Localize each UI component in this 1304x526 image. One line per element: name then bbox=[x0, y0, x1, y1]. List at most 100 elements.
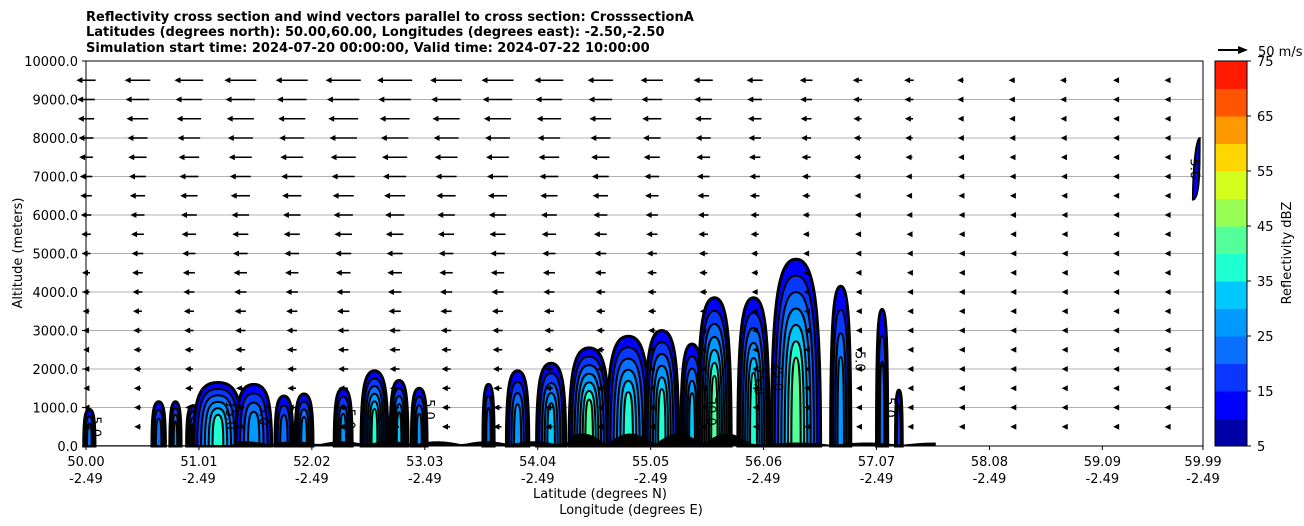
wind-vector-head bbox=[648, 366, 655, 372]
wind-vector bbox=[752, 385, 759, 392]
wind-vector bbox=[380, 135, 409, 141]
wind-vector-head bbox=[1061, 385, 1068, 392]
wind-vector bbox=[126, 115, 149, 122]
wind-vector-head bbox=[801, 173, 808, 180]
wind-vector bbox=[1010, 423, 1017, 430]
wind-vector bbox=[133, 327, 142, 334]
wind-vector-head bbox=[127, 135, 134, 141]
wind-vector-head bbox=[1061, 366, 1068, 372]
wind-vector-head bbox=[957, 96, 964, 103]
wind-vector-head bbox=[235, 346, 242, 353]
wind-vector-head bbox=[235, 327, 242, 334]
wind-vector bbox=[545, 404, 553, 411]
wind-vector-head bbox=[326, 96, 333, 103]
colorbar-band bbox=[1215, 116, 1247, 144]
wind-vector bbox=[332, 192, 354, 199]
wind-vector-head bbox=[183, 289, 190, 295]
x-tick-label-latitude: 54.04 bbox=[519, 455, 556, 470]
wind-vector-head bbox=[800, 115, 807, 122]
wind-vector bbox=[907, 289, 914, 295]
wind-vector bbox=[802, 212, 810, 218]
wind-vector-head bbox=[1010, 385, 1017, 392]
wind-vector-head bbox=[1113, 115, 1120, 122]
wind-vector-head bbox=[803, 250, 810, 257]
wind-vector bbox=[178, 154, 200, 161]
wind-vector bbox=[439, 289, 453, 295]
quiver-key: 50 m/s bbox=[1218, 45, 1303, 60]
wind-vector-head bbox=[286, 346, 293, 353]
wind-vector-head bbox=[1164, 404, 1171, 411]
wind-vector bbox=[182, 250, 196, 257]
wind-vector-head bbox=[1010, 308, 1017, 315]
wind-vector-head bbox=[856, 366, 863, 372]
wind-vector-head bbox=[1060, 135, 1067, 141]
wind-vector bbox=[904, 96, 914, 103]
wind-vector-head bbox=[184, 385, 191, 392]
wind-vector-head bbox=[336, 308, 343, 315]
wind-vector-head bbox=[1164, 250, 1171, 257]
wind-vector bbox=[803, 269, 810, 276]
title-line-3: Simulation start time: 2024-07-20 00:00:… bbox=[86, 41, 650, 56]
wind-vector bbox=[487, 192, 508, 199]
wind-vector-head bbox=[593, 212, 600, 218]
wind-vector-head bbox=[591, 173, 598, 180]
wind-vector-head bbox=[440, 327, 447, 334]
wind-vector bbox=[492, 327, 503, 334]
wind-vector bbox=[184, 346, 194, 353]
x-axis: 50.00 -2.49 51.01 -2.49 52.02 -2.49 53.03 -2.49… bbox=[67, 446, 1222, 487]
wind-vector-head bbox=[748, 135, 755, 141]
wind-vector bbox=[1061, 423, 1068, 430]
wind-vector bbox=[285, 289, 298, 295]
wind-vector-head bbox=[856, 423, 863, 430]
wind-vector-head bbox=[749, 192, 756, 199]
wind-vector-head bbox=[699, 269, 706, 276]
wind-vector-head bbox=[77, 115, 84, 122]
wind-vector-head bbox=[228, 154, 235, 161]
wind-vector bbox=[544, 346, 554, 353]
wind-vector-head bbox=[593, 231, 600, 238]
wind-vector-head bbox=[545, 423, 552, 430]
wind-vector bbox=[441, 366, 451, 372]
colorbar-tick-label: 5 bbox=[1257, 440, 1265, 455]
wind-vector bbox=[287, 423, 296, 430]
wind-vector bbox=[180, 192, 198, 199]
wind-vector-head bbox=[596, 346, 603, 353]
wind-vector bbox=[436, 192, 456, 199]
wind-vector bbox=[1009, 115, 1016, 122]
wind-vector bbox=[279, 135, 305, 141]
wind-vector-head bbox=[907, 385, 914, 392]
wind-vector bbox=[132, 269, 143, 276]
wind-vector-head bbox=[1113, 212, 1120, 218]
colorbar-band bbox=[1215, 418, 1247, 447]
wind-vector bbox=[699, 289, 707, 295]
wind-vector-head bbox=[1060, 154, 1067, 161]
wind-vector-head bbox=[1164, 192, 1171, 199]
wind-vector bbox=[83, 404, 90, 411]
wind-vector bbox=[1061, 289, 1068, 295]
wind-vector-head bbox=[1164, 269, 1171, 276]
wind-vector-head bbox=[905, 173, 912, 180]
wind-vector-head bbox=[179, 173, 186, 180]
wind-vector-head bbox=[387, 269, 394, 276]
wind-vector bbox=[1010, 327, 1017, 334]
wind-vector-head bbox=[535, 96, 542, 103]
wind-vector bbox=[493, 385, 502, 392]
wind-vector bbox=[906, 231, 913, 238]
wind-vector-head bbox=[175, 96, 182, 103]
wind-vector-head bbox=[746, 77, 753, 84]
wind-vector bbox=[133, 385, 141, 392]
y-tick-label: 5000.0 bbox=[33, 248, 79, 263]
y-tick-label: 4000.0 bbox=[33, 286, 79, 301]
wind-vector bbox=[801, 135, 812, 141]
wind-vector-head bbox=[1113, 135, 1120, 141]
reflectivity-cell bbox=[154, 417, 163, 447]
wind-vector-head bbox=[133, 327, 140, 334]
wind-vector-head bbox=[1010, 423, 1017, 430]
wind-vector bbox=[128, 154, 147, 161]
wind-vector-head bbox=[645, 192, 652, 199]
wind-vector-head bbox=[83, 404, 90, 411]
wind-vector-head bbox=[1010, 404, 1017, 411]
wind-vector-head bbox=[641, 96, 648, 103]
wind-vector-head bbox=[487, 192, 494, 199]
wind-vector bbox=[803, 327, 810, 334]
